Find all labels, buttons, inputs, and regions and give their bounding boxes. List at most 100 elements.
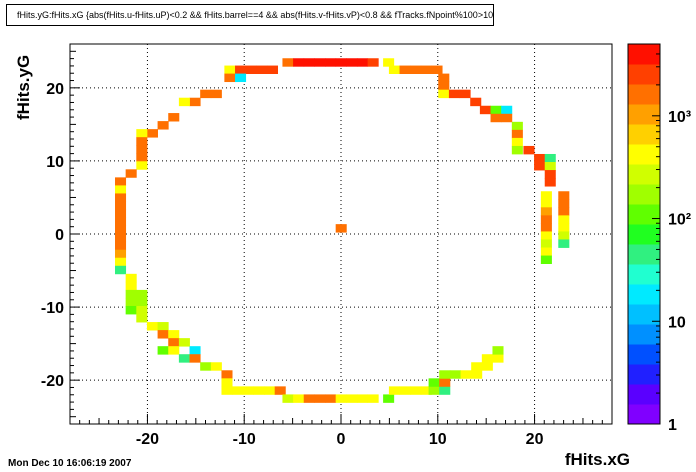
y-tick-label: 20 [46,81,64,98]
heatmap-cell [293,58,305,67]
heatmap-cell [558,239,570,248]
heatmap-cell [266,65,279,74]
heatmap-cell [388,65,400,74]
colorbar-segment [628,264,660,285]
heatmap-cell [293,394,305,403]
heatmap-cell [439,386,451,395]
colorbar-segment [628,64,660,85]
y-tick-label: -20 [41,373,64,390]
heatmap-cell [253,386,265,395]
heatmap-cell [235,73,247,83]
heatmap-cell [356,394,369,403]
heatmap-cell [125,273,137,283]
heatmap-cell [115,265,127,275]
colorbar-tick-label: 10 [668,314,686,331]
heatmap-cell [511,129,523,139]
heatmap-cell [383,58,395,67]
heatmap-cell [558,223,570,232]
heatmap-cell [235,65,247,74]
heatmap-cell [501,105,513,115]
heatmap-cell [439,378,451,387]
heatmap-cell [245,65,257,74]
heatmap-cell [168,330,180,339]
heatmap-cell [200,362,212,371]
heatmap-cell [136,137,148,146]
heatmap-cell [534,153,546,163]
heatmap-cell [146,322,158,331]
colorbar-segment [628,244,660,265]
heatmap-cell [501,113,513,123]
heatmap-cell [136,145,148,154]
heatmap-cell [410,65,422,74]
heatmap-cell [242,386,254,395]
colorbar-segment [628,364,660,385]
y-tick-label: 0 [55,227,64,244]
heatmap-cell [540,215,552,224]
colorbar-segment [628,164,660,185]
heatmap-cell [168,346,180,355]
x-axis-label: fHits.xG [564,450,630,469]
colorbar-segment [628,204,660,225]
heatmap-cell [481,354,493,363]
heatmap-cell [449,370,461,379]
heatmap-cell [224,65,236,74]
heatmap-cell [431,65,443,74]
heatmap-cell [221,378,233,387]
heatmap-cell [146,129,158,138]
heatmap-cell [335,394,347,403]
heatmap-cell [115,225,127,235]
colorbar-segment [628,184,660,205]
heatmap-cell [157,322,169,331]
heatmap-cell [490,105,502,115]
heatmap-cell [136,153,148,162]
plot-title: fHits.yG:fHits.xG {abs(fHits.u-fHits.uP)… [6,4,494,26]
heatmap-cell [544,153,556,163]
heatmap-cell [210,89,222,99]
timestamp-label: Mon Dec 10 16:06:19 2007 [8,458,132,469]
heatmap-cell [136,297,148,307]
heatmap-cell [540,191,552,200]
heatmap-cell [115,209,127,218]
heatmap-cell [410,386,422,395]
colorbar-segment [628,304,660,325]
y-axis-label: fHits.yG [14,54,33,120]
heatmap-cell [189,97,201,107]
heatmap-cell [471,370,483,379]
heatmap-cell [115,217,127,226]
heatmap-cell [224,73,236,83]
heatmap-cell [221,370,233,379]
heatmap-cell [558,199,570,208]
colorbar-segment [628,104,660,125]
heatmap-cell [428,378,440,387]
heatmap-cell [178,354,190,363]
heatmap-cell [115,233,127,243]
heatmap-cell [367,394,379,403]
heatmap-cell [125,297,137,307]
heatmap-cell [178,338,190,347]
heatmap-cell [544,170,556,179]
y-tick-label: -10 [41,300,64,317]
heatmap-cell [115,193,127,202]
heatmap-cell [157,121,169,130]
heatmap-cell [448,89,460,99]
colorbar-segment [628,284,660,305]
heatmap-cell [189,346,201,355]
heatmap-cell [125,169,137,178]
x-tick-label: -10 [233,431,256,448]
colorbar-segment [628,124,660,145]
heatmap-cell [534,162,546,171]
heatmap-cell [200,89,212,99]
heatmap-cell [115,177,127,186]
heatmap-cell [274,386,286,395]
heatmap-cell [136,161,148,170]
heatmap-cell [115,185,127,194]
heatmap-cell [399,65,411,74]
heatmap-cell [157,346,169,355]
heatmap-cell [471,362,483,371]
heatmap-cell [470,97,482,107]
heatmap-cell [438,81,450,91]
colorbar-tick-label: 10³ [668,109,691,126]
heatmap-cell [544,178,556,187]
heatmap-cell [115,241,127,251]
